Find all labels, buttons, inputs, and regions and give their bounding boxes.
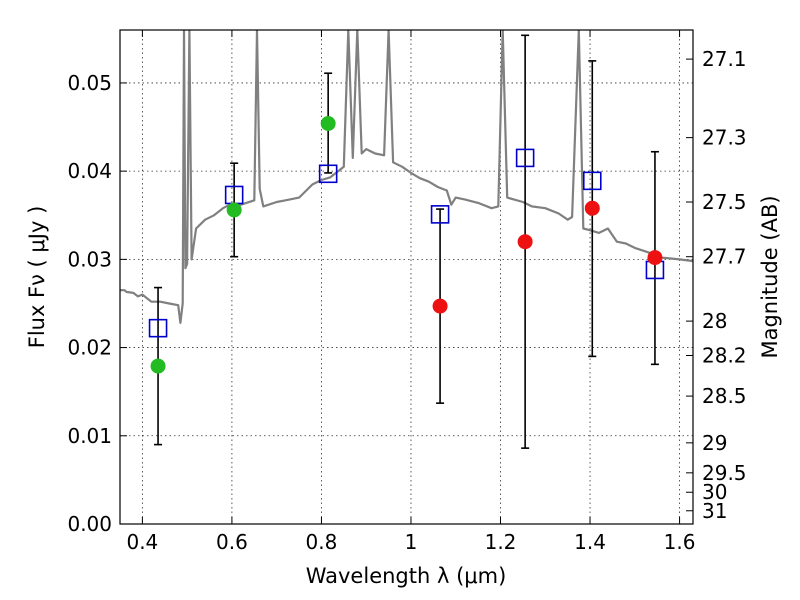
x-axis-label: Wavelength λ (μm) [306,564,507,588]
x-tick-label: 0.6 [216,530,248,554]
y-right-tick-label: 27.5 [702,190,747,214]
y-right-tick-label: 28.2 [702,344,747,368]
y-tick-label: 0.05 [67,71,112,95]
observed-detected-point [150,358,166,374]
y-tick-label: 0.03 [67,247,112,271]
model-photometry-square [515,148,535,168]
model-photometry-square [582,171,602,191]
y-tick-label: 0.01 [67,424,112,448]
model-photometry-square [318,164,338,184]
x-tick-label: 1 [405,530,418,554]
y-right-tick-label: 27.1 [702,47,747,71]
observed-limit-point [647,250,663,266]
y-right-tick-label: 31 [702,499,727,523]
ticks [120,30,693,525]
x-tick-label: 1.2 [485,530,517,554]
y-tick-label: 0.00 [67,512,112,536]
y-right-tick-label: 28 [702,309,727,333]
y-right-tick-label: 29 [702,431,727,455]
observed-limit-point [517,234,533,250]
observed-limit-point [584,200,600,216]
y-tick-label: 0.02 [67,336,112,360]
x-tick-label: 1.4 [574,530,606,554]
model-photometry-square [430,205,450,224]
x-tick-label: 0.4 [126,530,158,554]
y-axis-right-label: Magnitude (AB) [758,195,782,358]
y-right-tick-label: 27.3 [702,126,747,150]
observed-limit-point [432,298,448,314]
plot-frame [119,29,694,525]
x-tick-label: 1.6 [664,530,696,554]
model-photometry-square [148,318,168,338]
observed-detected-point [320,116,336,132]
y-axis-label: Flux Fν ( μJy ) [25,206,49,349]
y-right-tick-label: 28.5 [702,384,747,408]
plot-content [120,30,693,449]
observed-detected-point [226,202,242,218]
y-right-tick-label: 27.7 [702,245,747,269]
labels: 0.4 0.6 0.8 1 1.2 1.4 1.6 0.00 0.01 0.02 0.03 0.04 0… [67,47,746,554]
y-tick-label: 0.04 [67,159,112,183]
model-sed-line [120,30,693,324]
x-tick-label: 0.8 [306,530,338,554]
y-right-tick-label: 30 [702,480,727,504]
y-right-tick-label: 29.5 [702,461,747,485]
